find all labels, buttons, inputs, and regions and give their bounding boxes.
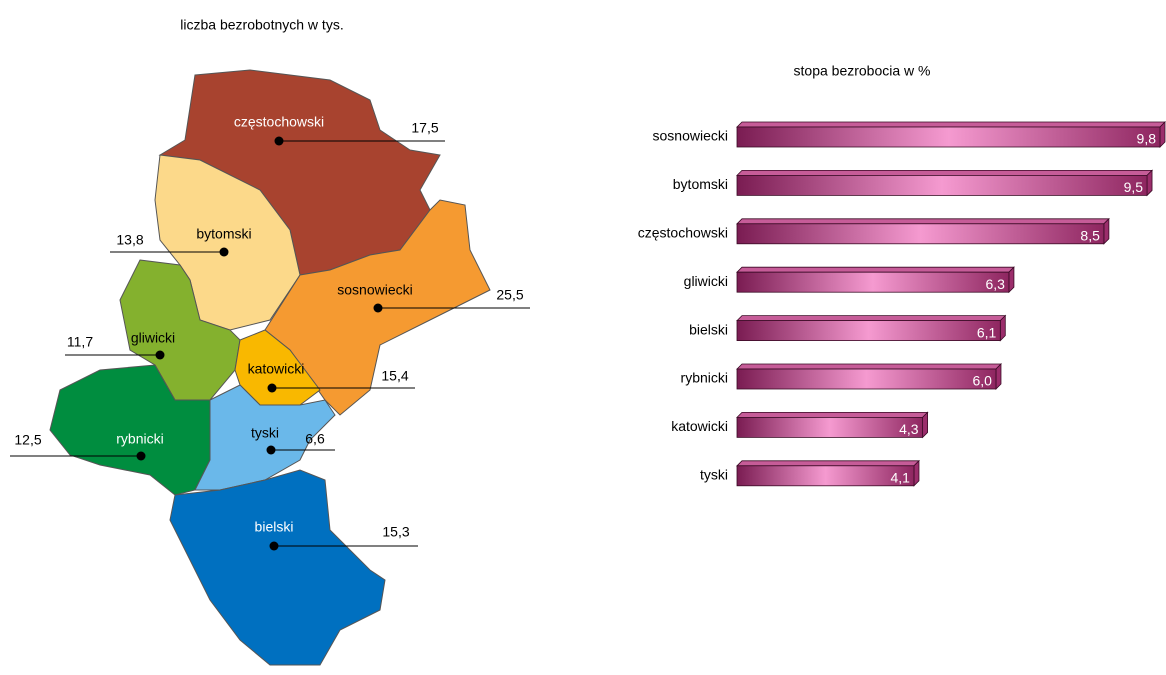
bar-top <box>736 121 1166 128</box>
bar <box>736 320 1001 342</box>
region-marker <box>219 247 229 257</box>
bar-chart: sosnowiecki 9,8 bytomski 9,5 częstochowski 8,… <box>638 121 1166 487</box>
map: częstochowski 17,5 bytomski 13,8 sosnowiecki… <box>10 69 530 666</box>
region <box>169 469 386 666</box>
bar-top <box>736 218 1110 225</box>
bar-side <box>1103 217 1110 245</box>
region-marker <box>373 303 383 313</box>
bar <box>736 271 1010 293</box>
value-label: 4,1 <box>891 470 911 486</box>
region-name: gliwicki <box>131 330 175 346</box>
category-label: częstochowski <box>638 225 728 241</box>
region-name: częstochowski <box>234 114 324 130</box>
bar-side <box>922 411 929 439</box>
bar-top <box>736 266 1015 273</box>
bar-top <box>736 315 1007 322</box>
value-label: 6,1 <box>977 324 997 340</box>
bar-side <box>999 314 1006 342</box>
region-marker <box>155 350 165 360</box>
map-title: liczba bezrobotnych w tys. <box>180 17 343 33</box>
region-name: bielski <box>255 519 294 535</box>
region-name: bytomski <box>196 226 251 242</box>
region-name: tyski <box>251 425 279 441</box>
category-label: bytomski <box>673 176 728 192</box>
bar-top <box>736 169 1154 176</box>
chart-title: stopa bezrobocia w % <box>794 63 931 79</box>
region-marker <box>136 451 146 461</box>
bar <box>736 416 924 438</box>
bar-side <box>1008 266 1015 294</box>
region-value: 25,5 <box>496 287 523 303</box>
region-value: 6,6 <box>305 431 325 447</box>
bar <box>736 174 1148 196</box>
category-label: rybnicki <box>681 370 728 386</box>
bar-side <box>913 459 920 487</box>
bar-top <box>736 363 1002 370</box>
category-label: katowicki <box>671 418 728 434</box>
value-label: 9,8 <box>1137 131 1157 147</box>
region-name: katowicki <box>248 361 305 377</box>
category-label: gliwicki <box>684 273 728 289</box>
bar-top <box>736 460 920 467</box>
bar <box>736 223 1105 245</box>
value-label: 4,3 <box>899 421 919 437</box>
bar-side <box>995 363 1002 390</box>
region-name: rybnicki <box>116 431 163 447</box>
bar-side <box>1146 169 1153 197</box>
region-name: sosnowiecki <box>337 282 412 298</box>
region-marker <box>269 541 279 551</box>
value-label: 6,0 <box>973 373 993 389</box>
value-label: 9,5 <box>1124 179 1144 195</box>
bar-side <box>1159 121 1166 148</box>
bar-top <box>736 411 929 418</box>
region-value: 15,4 <box>381 368 408 384</box>
category-label: sosnowiecki <box>653 128 728 144</box>
region-value: 13,8 <box>116 232 143 248</box>
region-value: 15,3 <box>382 524 409 540</box>
bar <box>736 126 1161 148</box>
region <box>194 384 336 491</box>
value-label: 6,3 <box>985 276 1005 292</box>
category-label: tyski <box>700 467 728 483</box>
region-value: 12,5 <box>14 432 41 448</box>
region-marker <box>267 383 277 393</box>
region-value: 11,7 <box>67 334 93 350</box>
category-label: bielski <box>689 321 728 337</box>
bar <box>736 465 915 487</box>
region-marker <box>274 136 284 146</box>
bar <box>736 368 997 390</box>
value-label: 8,5 <box>1080 228 1100 244</box>
region-marker <box>266 445 276 455</box>
region-value: 17,5 <box>411 120 438 136</box>
